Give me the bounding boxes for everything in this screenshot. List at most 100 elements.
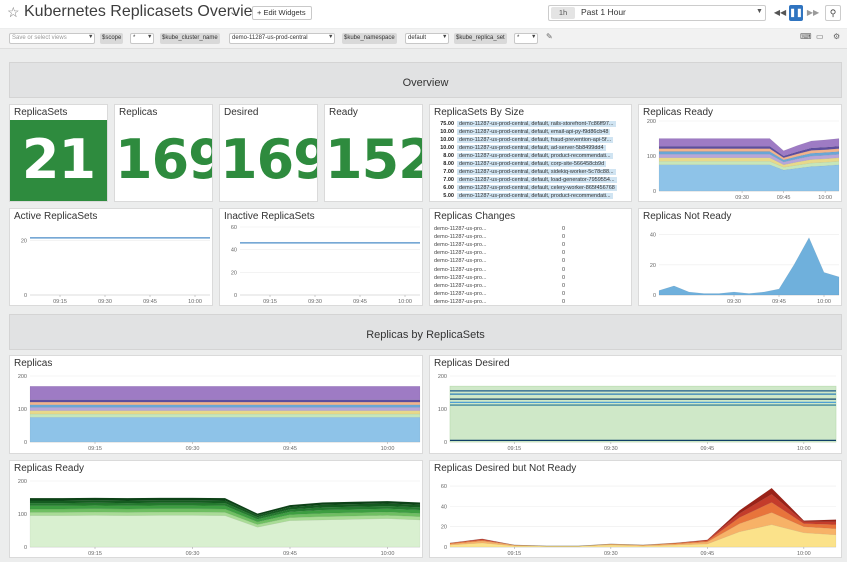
toplist-label: demo-11287-us-prod-central, default, ad-… [457, 145, 606, 151]
chevron-down-icon[interactable]: ▼ [88, 34, 94, 40]
change-label: demo-11287-us-pro... [434, 266, 487, 273]
series-area [29, 497, 421, 516]
y-tick-label: 20 [650, 263, 656, 269]
toplist: 75.00 demo-11287-us-prod-central, default… [430, 121, 631, 201]
replica-set-select[interactable]: * [514, 33, 538, 44]
scope-key: $scope [100, 33, 124, 44]
rewind-icon[interactable]: ◀◀ [773, 8, 787, 17]
x-tick-label: 10:00 [398, 299, 412, 305]
widget-title: Replicas Desired [434, 358, 510, 369]
change-row: demo-11287-us-pro... 0 [434, 250, 624, 256]
widget-replicasets[interactable]: ReplicaSets 21 [9, 104, 108, 202]
widget-replicas-desired-not-ready[interactable]: Replicas Desired but Not Ready 0 20 40 60 09… [429, 460, 842, 558]
widget-inactive-replicasets[interactable]: Inactive ReplicaSets 0 20 40 60 09:15 09:30 09… [219, 208, 423, 306]
change-row: demo-11287-us-pro... 0 [434, 291, 624, 297]
y-tick-label: 0 [444, 440, 447, 446]
widget-replicasets-by-size[interactable]: ReplicaSets By Size 75.00 demo-11287-us-p… [429, 104, 632, 202]
time-range-abbr: 1h [551, 7, 575, 19]
edit-widgets-button[interactable]: + Edit Widgets [252, 6, 312, 20]
series-area [658, 237, 840, 296]
y-tick-label: 0 [444, 545, 447, 551]
chevron-down-icon[interactable]: ▼ [328, 34, 334, 40]
change-row: demo-11287-us-pro... 0 [434, 258, 624, 264]
widget-replicas[interactable]: Replicas 169 [114, 104, 213, 202]
toplist-label: demo-11287-us-prod-central, default, fra… [457, 137, 614, 143]
cluster-select[interactable]: demo-11287-us-prod-central [229, 33, 335, 44]
y-tick-label: 200 [18, 479, 27, 485]
x-tick-label: 09:15 [53, 299, 67, 305]
change-row: demo-11287-us-pro... 0 [434, 242, 624, 248]
monitor-icon[interactable]: ▭ [816, 32, 824, 41]
keyboard-icon[interactable]: ⌨ [800, 32, 812, 41]
y-tick-label: 200 [18, 374, 27, 380]
y-tick-label: 100 [18, 512, 27, 518]
y-tick-label: 100 [438, 407, 447, 413]
chevron-down-icon[interactable]: ▼ [531, 34, 537, 40]
widget-replicas-not-ready[interactable]: Replicas Not Ready 0 20 40 09:30 09:45 10:00 [638, 208, 842, 306]
gear-icon[interactable]: ⚙ [833, 32, 841, 41]
widget-replicas-ready[interactable]: Replicas Ready 0 100 200 09:15 09:30 09:45 10:… [9, 460, 423, 558]
y-tick-label: 40 [650, 233, 656, 239]
widget-replicas-desired[interactable]: Replicas Desired 0 100 200 09:15 09:30 09:45 1… [429, 355, 842, 454]
namespace-select[interactable]: default [405, 33, 449, 44]
scope-select[interactable]: * [130, 33, 154, 44]
search-icon[interactable]: ⚲ [825, 5, 841, 21]
x-tick-label: 09:45 [353, 299, 367, 305]
replicas-chart: 0 100 200 09:15 09:30 09:45 10:00 [18, 374, 421, 452]
change-value: 0 [562, 274, 566, 281]
change-list: demo-11287-us-pro... 0 demo-11287-us-pro..… [430, 226, 631, 305]
y-tick-label: 100 [18, 407, 27, 413]
change-value: 0 [562, 242, 566, 249]
time-range-selector[interactable] [548, 5, 766, 21]
chevron-down-icon[interactable]: ▼ [442, 34, 448, 40]
replicas-not-ready-chart: 0 20 40 09:30 09:45 10:00 [650, 233, 840, 305]
replicas-ready-chart: 0 100 200 09:30 09:45 10:00 [647, 119, 840, 201]
widget-replicas[interactable]: Replicas 0 100 200 09:15 09:30 09:45 10:00 [9, 355, 423, 454]
widget-active-replicasets[interactable]: Active ReplicaSets 0 20 09:15 09:30 09:45 10:… [9, 208, 213, 306]
widget-replicas-changes[interactable]: Replicas Changes demo-11287-us-pro... 0 de… [429, 208, 632, 306]
toplist-row: 8.00 demo-11287-us-prod-central, default,… [434, 161, 607, 167]
replicas-ready-chart: 0 100 200 09:15 09:30 09:45 10:00 [18, 479, 421, 557]
widget-title: ReplicaSets [14, 107, 68, 118]
pause-icon[interactable]: ❚❚ [789, 5, 803, 21]
time-range-label: Past 1 Hour [581, 7, 626, 17]
series-area [658, 138, 840, 157]
widget-title: Inactive ReplicaSets [224, 211, 315, 222]
widget-ready[interactable]: Ready 152 [324, 104, 423, 202]
x-tick-label: 10:00 [381, 446, 395, 452]
section-overview: Overview [9, 62, 842, 98]
widget-replicas-ready-overview[interactable]: Replicas Ready 0 100 200 09:30 09:45 10:00 [638, 104, 842, 202]
toplist-value: 8.00 [443, 153, 454, 159]
toplist-label: demo-11287-us-prod-central, default, pro… [457, 193, 613, 199]
toplist-value: 8.00 [443, 161, 454, 167]
widget-title: Desired [224, 107, 259, 118]
ready-value: 152 [325, 128, 422, 191]
pencil-icon[interactable]: ✎ [546, 32, 553, 41]
x-tick-label: 09:45 [283, 446, 297, 452]
fast-forward-icon[interactable]: ▶▶ [806, 8, 820, 17]
star-icon[interactable]: ☆ [7, 4, 20, 20]
change-value: 0 [562, 298, 566, 305]
change-row: demo-11287-us-pro... 0 [434, 226, 624, 232]
widget-desired[interactable]: Desired 169 [219, 104, 318, 202]
change-value: 0 [562, 226, 566, 232]
series-area [449, 494, 837, 547]
active-replicasets-chart: 0 20 09:15 09:30 09:45 10:00 [21, 237, 210, 305]
widget-title: Replicas [119, 107, 158, 118]
section-title: Replicas by ReplicaSets [366, 329, 485, 341]
series-area [29, 401, 421, 405]
toplist-label: demo-11287-us-prod-central, default, sid… [457, 169, 616, 175]
x-tick-label: 10:00 [797, 551, 811, 557]
widget-title: ReplicaSets By Size [434, 107, 525, 118]
x-tick-label: 09:45 [772, 299, 786, 305]
chevron-down-icon[interactable]: ▼ [147, 34, 153, 40]
section-title: Overview [402, 77, 449, 89]
chevron-down-icon[interactable]: ▼ [756, 8, 763, 15]
chevron-down-icon[interactable]: ⌄ [229, 6, 239, 18]
widget-title: Replicas [14, 358, 53, 369]
x-tick-label: 09:15 [88, 446, 102, 452]
change-value: 0 [562, 250, 566, 257]
series-area [29, 515, 421, 548]
saved-views-select[interactable]: Save or select views [9, 33, 95, 44]
change-row: demo-11287-us-pro... 0 [434, 283, 624, 289]
